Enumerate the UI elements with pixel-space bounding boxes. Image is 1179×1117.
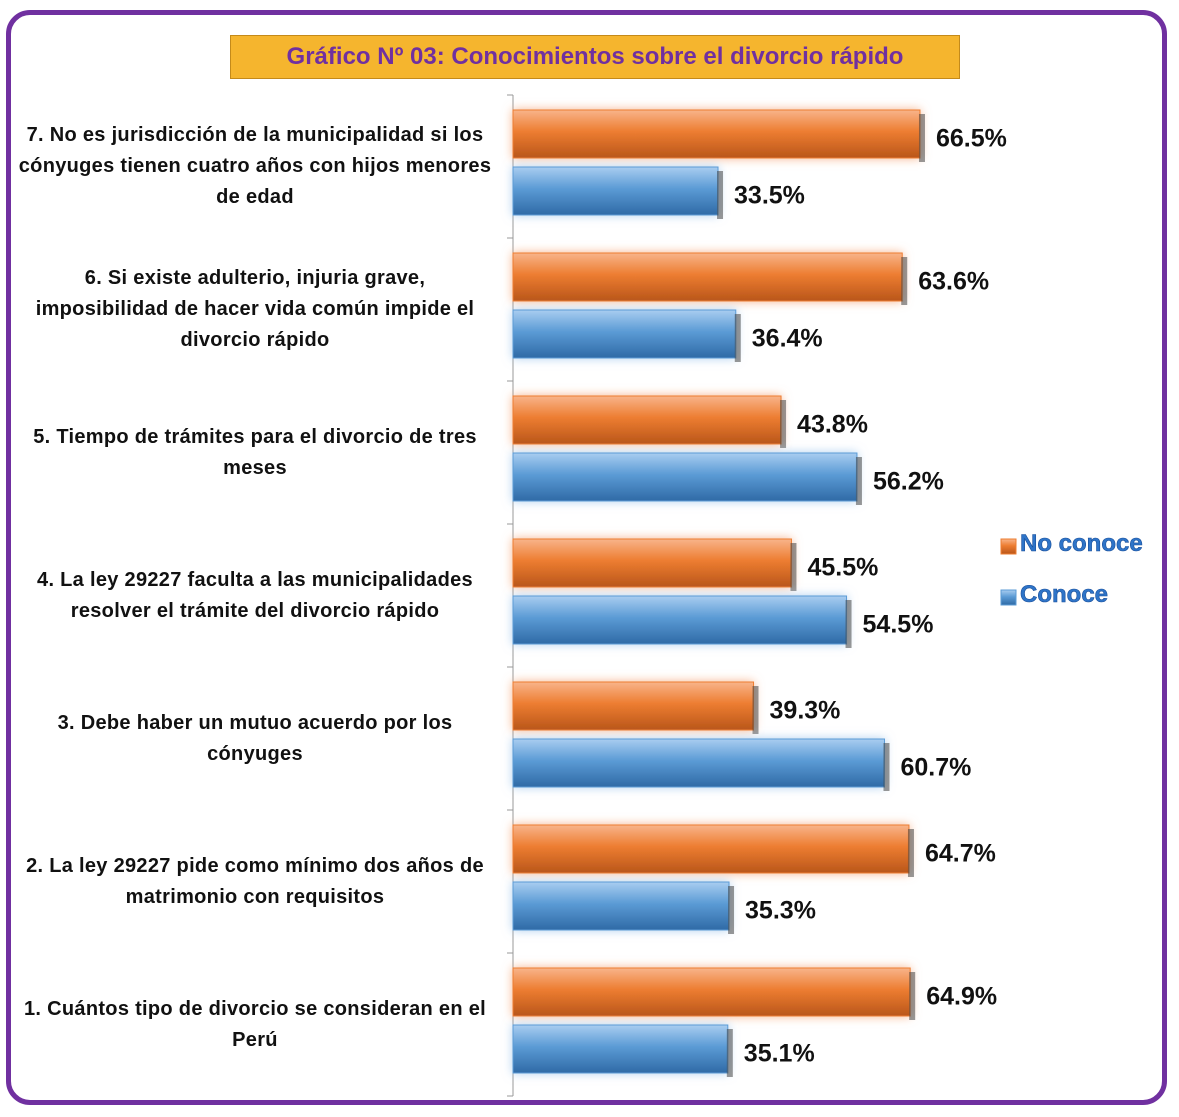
legend-swatch <box>1000 538 1017 555</box>
category-label: 3. Debe haber un mutuo acuerdo por los c… <box>57 711 453 765</box>
bar <box>512 166 719 216</box>
data-label: 56.2% <box>873 468 944 496</box>
category-label: 1. Cuántos tipo de divorcio se considera… <box>24 997 486 1051</box>
bar <box>512 595 848 645</box>
data-label: 33.5% <box>734 182 805 210</box>
data-label: 36.4% <box>752 325 823 353</box>
category-label: 7. No es jurisdicción de la municipalida… <box>18 124 492 208</box>
bar-shadow <box>726 1029 733 1077</box>
bar-shadow <box>918 114 925 162</box>
bar-shadow <box>780 400 787 448</box>
category-label: 5. Tiempo de trámites para el divorcio d… <box>33 425 477 479</box>
bar-shadow <box>728 886 735 934</box>
bar-shadow <box>790 543 797 591</box>
data-label: 45.5% <box>807 554 878 582</box>
bar-shadow <box>909 972 916 1020</box>
bar-shadow <box>717 171 724 219</box>
category-label: 4. La ley 29227 faculta a las municipali… <box>37 568 473 622</box>
bar <box>512 109 921 159</box>
data-label: 35.1% <box>744 1040 815 1068</box>
legend-label: Conoce <box>1020 581 1109 609</box>
data-label: 63.6% <box>918 268 989 296</box>
bar <box>512 681 755 731</box>
bar <box>512 538 792 588</box>
data-label: 60.7% <box>900 754 971 782</box>
bar <box>512 967 911 1017</box>
legend-label: No conoce <box>1020 530 1143 558</box>
data-label: 66.5% <box>936 125 1007 153</box>
data-label: 64.7% <box>925 840 996 868</box>
bar-shadow <box>883 743 890 791</box>
bar-shadow <box>752 686 759 734</box>
bar <box>512 881 730 931</box>
data-label: 54.5% <box>863 611 934 639</box>
category-label: 2. La ley 29227 pide como mínimo dos año… <box>26 854 484 908</box>
data-label: 64.9% <box>926 983 997 1011</box>
category-label: 6. Si existe adulterio, injuria grave, i… <box>35 267 475 351</box>
bar-shadow <box>855 457 862 505</box>
bar-shadow <box>845 600 852 648</box>
bar <box>512 452 858 502</box>
bar <box>512 1024 729 1074</box>
bar-shadow <box>907 829 914 877</box>
bar <box>512 824 910 874</box>
data-label: 39.3% <box>770 697 841 725</box>
bar <box>512 309 737 359</box>
chart-title: Gráfico Nº 03: Conocimientos sobre el di… <box>230 35 960 79</box>
data-label: 35.3% <box>745 897 816 925</box>
bar <box>512 252 903 302</box>
bar <box>512 395 782 445</box>
legend-swatch <box>1000 589 1017 606</box>
data-label: 43.8% <box>797 411 868 439</box>
bar <box>512 738 885 788</box>
bar-shadow <box>901 257 908 305</box>
bar-shadow <box>734 314 741 362</box>
